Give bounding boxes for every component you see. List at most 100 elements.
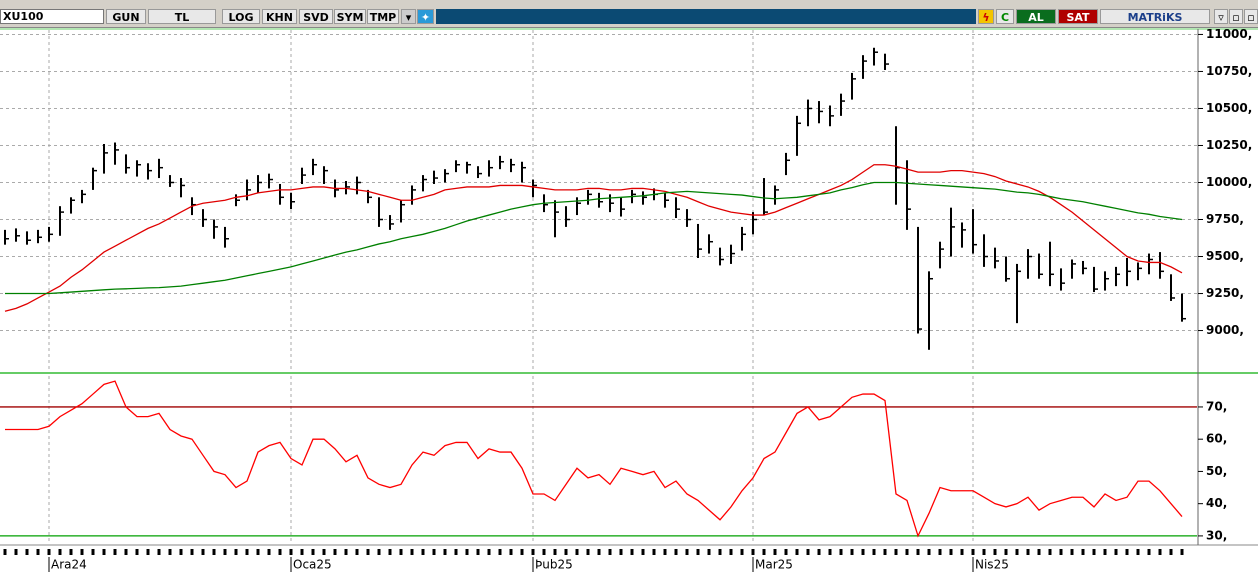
x-tick (663, 549, 667, 555)
x-tick (1092, 549, 1096, 555)
x-tick (168, 549, 172, 555)
x-tick (1026, 549, 1030, 555)
x-tick (1136, 549, 1140, 555)
x-tick (487, 549, 491, 555)
brand-logo: MATRiKS (1100, 9, 1210, 24)
sell-button[interactable]: SAT (1058, 9, 1098, 24)
x-tick (806, 549, 810, 555)
x-tick (1169, 549, 1173, 555)
button[interactable]: SYM (334, 9, 366, 24)
button[interactable]: TMP (367, 9, 399, 24)
x-tick (718, 549, 722, 555)
x-tick (1125, 549, 1129, 555)
x-tick (762, 549, 766, 555)
x-tick (542, 549, 546, 555)
x-tick (740, 549, 744, 555)
x-tick (91, 549, 95, 555)
x-tick (960, 549, 964, 555)
y-tick-label: 10250, (1206, 138, 1252, 152)
x-tick (993, 549, 997, 555)
x-tick (729, 549, 733, 555)
x-tick (443, 549, 447, 555)
button[interactable]: GUN (106, 9, 146, 24)
x-tick (685, 549, 689, 555)
y-tick-label: 30, (1206, 528, 1227, 542)
x-tick (553, 549, 557, 555)
x-tick (1147, 549, 1151, 555)
x-tick (850, 549, 854, 555)
window-button[interactable]: ▫ (1229, 9, 1243, 24)
x-tick (432, 549, 436, 555)
x-tick (597, 549, 601, 555)
x-tick (300, 549, 304, 555)
x-tick (256, 549, 260, 555)
x-tick (421, 549, 425, 555)
c-button[interactable]: C (996, 9, 1014, 24)
dropdown[interactable]: ▾ (401, 9, 416, 24)
x-tick (234, 549, 238, 555)
x-tick (498, 549, 502, 555)
x-tick (1114, 549, 1118, 555)
x-tick (410, 549, 414, 555)
x-tick (355, 549, 359, 555)
x-tick (982, 549, 986, 555)
y-tick-label: 70, (1206, 399, 1227, 413)
x-tick (47, 549, 51, 555)
x-tick (190, 549, 194, 555)
x-tick (25, 549, 29, 555)
x-tick (344, 549, 348, 555)
x-tick (872, 549, 876, 555)
x-tick (146, 549, 150, 555)
x-tick (212, 549, 216, 555)
y-tick-label: 60, (1206, 432, 1227, 446)
x-tick (1180, 549, 1184, 555)
button[interactable]: TL (148, 9, 216, 24)
x-tick (1103, 549, 1107, 555)
x-tick-label: Ara24 (51, 558, 87, 572)
y-tick-label: 10750, (1206, 64, 1252, 78)
x-tick (949, 549, 953, 555)
x-tick (619, 549, 623, 555)
x-tick (586, 549, 590, 555)
x-tick (630, 549, 634, 555)
symbol-input[interactable]: XU100 (0, 9, 104, 24)
x-tick (322, 549, 326, 555)
x-tick (817, 549, 821, 555)
flash-button[interactable]: ϟ (978, 9, 994, 24)
x-tick (696, 549, 700, 555)
x-tick (1070, 549, 1074, 555)
twitter-button[interactable]: ✦ (417, 9, 434, 24)
rsi-line (5, 380, 1183, 538)
y-tick-label: 50, (1206, 464, 1227, 478)
x-tick (883, 549, 887, 555)
x-tick (751, 549, 755, 555)
buy-button[interactable]: AL (1016, 9, 1056, 24)
x-tick (124, 549, 128, 555)
x-tick (861, 549, 865, 555)
y-tick-label: 9750, (1206, 212, 1244, 226)
button[interactable]: SVD (299, 9, 333, 24)
x-tick (179, 549, 183, 555)
y-tick-label: 40, (1206, 496, 1227, 510)
x-tick (135, 549, 139, 555)
x-tick (1059, 549, 1063, 555)
button[interactable]: LOG (222, 9, 260, 24)
x-tick (245, 549, 249, 555)
x-tick-label: Oca25 (293, 558, 332, 572)
x-tick (773, 549, 777, 555)
window-button[interactable]: ▿ (1214, 9, 1228, 24)
x-tick (388, 549, 392, 555)
y-tick-label: 9250, (1206, 286, 1244, 300)
button[interactable]: KHN (262, 9, 297, 24)
x-tick (652, 549, 656, 555)
moving-average (5, 181, 1183, 295)
x-tick (267, 549, 271, 555)
x-tick (564, 549, 568, 555)
toolbar-band (436, 9, 976, 24)
x-tick (905, 549, 909, 555)
x-tick (927, 549, 931, 555)
x-tick (1015, 549, 1019, 555)
x-tick (69, 549, 73, 555)
x-tick (1158, 549, 1162, 555)
